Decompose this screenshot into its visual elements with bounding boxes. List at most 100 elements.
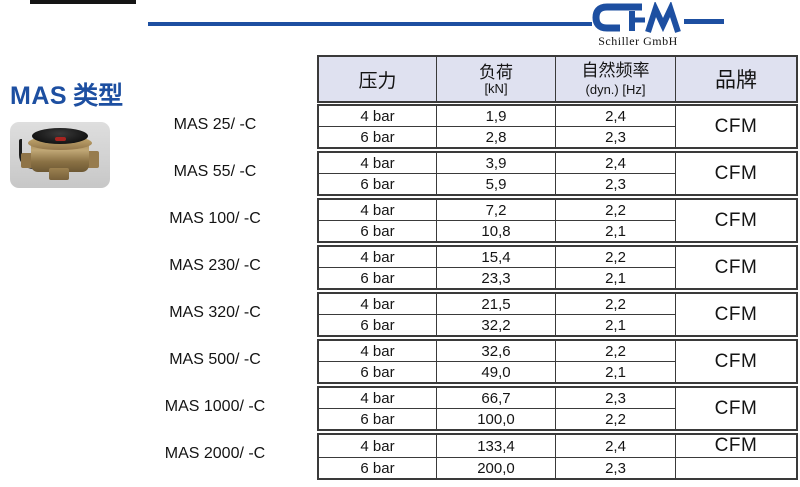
freq-cell: 2,2 bbox=[555, 245, 676, 268]
spec-row: 4 bar 15,4 2,2 CFM bbox=[317, 245, 798, 290]
load-cell: 7,2 bbox=[436, 198, 556, 221]
freq-cell: 2,4 bbox=[555, 433, 676, 458]
page-title: MAS 类型 bbox=[10, 76, 123, 112]
load-cell: 3,9 bbox=[436, 151, 556, 174]
spec-row: 6 bar 10,8 2,1 bbox=[317, 220, 797, 243]
model-label: MAS 100/ -C bbox=[169, 210, 261, 227]
spec-block: 4 bar 15,4 2,2 CFM 6 bar 23,3 2,1 bbox=[317, 245, 798, 290]
load-header-title: 负荷 bbox=[479, 62, 513, 82]
spec-row: 6 bar 100,0 2,2 bbox=[317, 408, 797, 431]
load-cell: 32,2 bbox=[436, 314, 556, 337]
spec-row: 6 bar 200,0 2,3 bbox=[317, 457, 798, 480]
load-cell: 1,9 bbox=[436, 104, 556, 127]
freq-header-title: 自然频率 bbox=[581, 61, 650, 80]
load-cell: 133,4 bbox=[436, 433, 556, 458]
load-cell: 200,0 bbox=[436, 457, 556, 480]
spec-row: 4 bar 1,9 2,4 CFM bbox=[317, 104, 798, 149]
model-label: MAS 25/ -C bbox=[173, 116, 257, 133]
freq-cell: 2,3 bbox=[555, 457, 676, 480]
pressure-cell: 6 bar bbox=[317, 267, 437, 290]
pressure-cell: 6 bar bbox=[317, 126, 437, 149]
freq-cell: 2,3 bbox=[555, 386, 676, 409]
pressure-cell: 4 bar bbox=[317, 198, 437, 221]
freq-cell: 2,1 bbox=[555, 220, 676, 243]
model-label: MAS 230/ -C bbox=[169, 257, 261, 274]
top-edge-bar bbox=[30, 0, 136, 4]
model-label: MAS 500/ -C bbox=[169, 351, 261, 368]
pressure-cell: 6 bar bbox=[317, 457, 437, 480]
device-red-marker bbox=[55, 137, 66, 141]
pressure-cell: 4 bar bbox=[317, 151, 437, 174]
pressure-header: 压力 bbox=[317, 55, 437, 103]
model-label: MAS 1000/ -C bbox=[164, 398, 266, 415]
spec-row: 6 bar 32,2 2,1 bbox=[317, 314, 797, 337]
logo-subtitle: Schiller GmbH bbox=[598, 34, 678, 48]
model-label: MAS 55/ -C bbox=[173, 163, 257, 180]
cfm-logo-icon bbox=[592, 2, 681, 33]
spec-header-row: 压力 负荷 [kN] 自然频率 (dyn.) [Hz] 品牌 bbox=[317, 55, 798, 103]
freq-header: 自然频率 (dyn.) [Hz] bbox=[555, 55, 676, 103]
spec-block: 4 bar 133,4 2,4 CFM 6 bar 200,0 2,3 bbox=[317, 433, 798, 480]
freq-cell: 2,1 bbox=[555, 361, 676, 384]
spec-row: 4 bar 7,2 2,2 CFM bbox=[317, 198, 798, 243]
device-foot bbox=[49, 168, 69, 180]
series-suffix: 类型 bbox=[73, 82, 124, 110]
freq-cell: 2,2 bbox=[555, 198, 676, 221]
freq-cell: 2,2 bbox=[555, 408, 676, 431]
brand-cell: CFM bbox=[675, 339, 798, 384]
model-label: MAS 2000/ -C bbox=[164, 445, 266, 462]
load-cell: 2,8 bbox=[436, 126, 556, 149]
spec-row: 4 bar 133,4 2,4 CFM bbox=[317, 433, 798, 458]
pressure-cell: 6 bar bbox=[317, 314, 437, 337]
model-label: MAS 320/ -C bbox=[169, 304, 261, 321]
device-top-plate bbox=[32, 128, 88, 144]
load-cell: 32,6 bbox=[436, 339, 556, 362]
product-photo bbox=[10, 122, 110, 188]
load-cell: 5,9 bbox=[436, 173, 556, 196]
load-cell: 23,3 bbox=[436, 267, 556, 290]
pressure-cell: 6 bar bbox=[317, 408, 437, 431]
spec-block: 4 bar 1,9 2,4 CFM 6 bar 2,8 2,3 bbox=[317, 104, 798, 149]
spec-row: 6 bar 5,9 2,3 bbox=[317, 173, 797, 196]
spec-row: 6 bar 49,0 2,1 bbox=[317, 361, 797, 384]
pressure-cell: 4 bar bbox=[317, 433, 437, 458]
spec-block: 4 bar 21,5 2,2 CFM 6 bar 32,2 2,1 bbox=[317, 292, 798, 337]
brand-cell-empty bbox=[675, 457, 798, 480]
freq-cell: 2,4 bbox=[555, 151, 676, 174]
load-cell: 10,8 bbox=[436, 220, 556, 243]
pressure-cell: 6 bar bbox=[317, 361, 437, 384]
series-name: MAS bbox=[10, 82, 68, 110]
spec-block: 4 bar 7,2 2,2 CFM 6 bar 10,8 2,1 bbox=[317, 198, 798, 243]
pressure-cell: 4 bar bbox=[317, 245, 437, 268]
spec-row: 4 bar 66,7 2,3 CFM bbox=[317, 386, 798, 431]
pressure-cell: 6 bar bbox=[317, 173, 437, 196]
spec-block: 4 bar 3,9 2,4 CFM 6 bar 5,9 2,3 bbox=[317, 151, 798, 196]
device-lug-left bbox=[21, 153, 33, 168]
spec-row: 4 bar 21,5 2,2 CFM bbox=[317, 292, 798, 337]
load-header-unit: [kN] bbox=[484, 80, 508, 96]
brand-cell: CFM bbox=[675, 104, 798, 149]
spec-row: 6 bar 2,8 2,3 bbox=[317, 126, 797, 149]
brand-rule-line bbox=[148, 22, 592, 26]
spec-row: 4 bar 32,6 2,2 CFM bbox=[317, 339, 798, 384]
load-cell: 49,0 bbox=[436, 361, 556, 384]
freq-cell: 2,2 bbox=[555, 292, 676, 315]
freq-cell: 2,1 bbox=[555, 267, 676, 290]
load-cell: 21,5 bbox=[436, 292, 556, 315]
spec-row: 6 bar 23,3 2,1 bbox=[317, 267, 797, 290]
freq-cell: 2,1 bbox=[555, 314, 676, 337]
brand-cell: CFM bbox=[675, 386, 798, 431]
freq-cell: 2,2 bbox=[555, 339, 676, 362]
pressure-cell: 4 bar bbox=[317, 104, 437, 127]
freq-cell: 2,3 bbox=[555, 126, 676, 149]
spec-header: 压力 负荷 [kN] 自然频率 (dyn.) [Hz] 品牌 bbox=[317, 55, 798, 103]
freq-cell: 2,3 bbox=[555, 173, 676, 196]
load-header: 负荷 [kN] bbox=[436, 55, 556, 103]
load-cell: 15,4 bbox=[436, 245, 556, 268]
cfm-logo: Schiller GmbH bbox=[592, 2, 724, 48]
brand-cell: CFM bbox=[675, 433, 798, 458]
pressure-cell: 4 bar bbox=[317, 292, 437, 315]
brand-header: 品牌 bbox=[675, 55, 798, 103]
load-cell: 100,0 bbox=[436, 408, 556, 431]
spec-block: 4 bar 66,7 2,3 CFM 6 bar 100,0 2,2 bbox=[317, 386, 798, 431]
